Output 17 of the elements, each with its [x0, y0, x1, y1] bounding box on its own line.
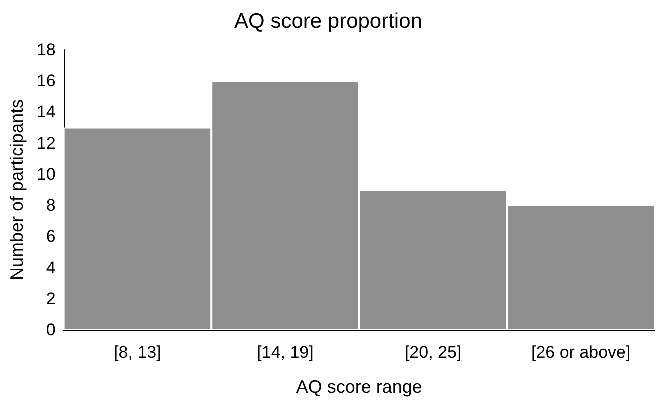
y-tick-label: 6 [46, 227, 56, 246]
x-axis-title: AQ score range [296, 377, 422, 397]
y-tick-label: 12 [36, 134, 56, 153]
x-tick-label: [26 or above] [531, 343, 631, 362]
x-tick-label: [8, 13] [114, 343, 162, 362]
y-tick-label: 8 [46, 196, 56, 216]
y-tick-label: 18 [36, 40, 56, 60]
y-tick-label: 2 [46, 289, 56, 308]
y-tick-label: 14 [36, 102, 56, 122]
x-tick-label: [20, 25] [404, 343, 462, 362]
y-tick-label: 10 [36, 164, 56, 184]
y-tick-label: 4 [46, 258, 56, 278]
chart-title: AQ score proportion [234, 10, 422, 33]
y-axis-title: Number of participants [7, 99, 27, 281]
y-tick-label: 16 [36, 72, 56, 91]
x-tick-label: [14, 19] [257, 343, 314, 362]
y-tick-label: 0 [46, 320, 56, 340]
